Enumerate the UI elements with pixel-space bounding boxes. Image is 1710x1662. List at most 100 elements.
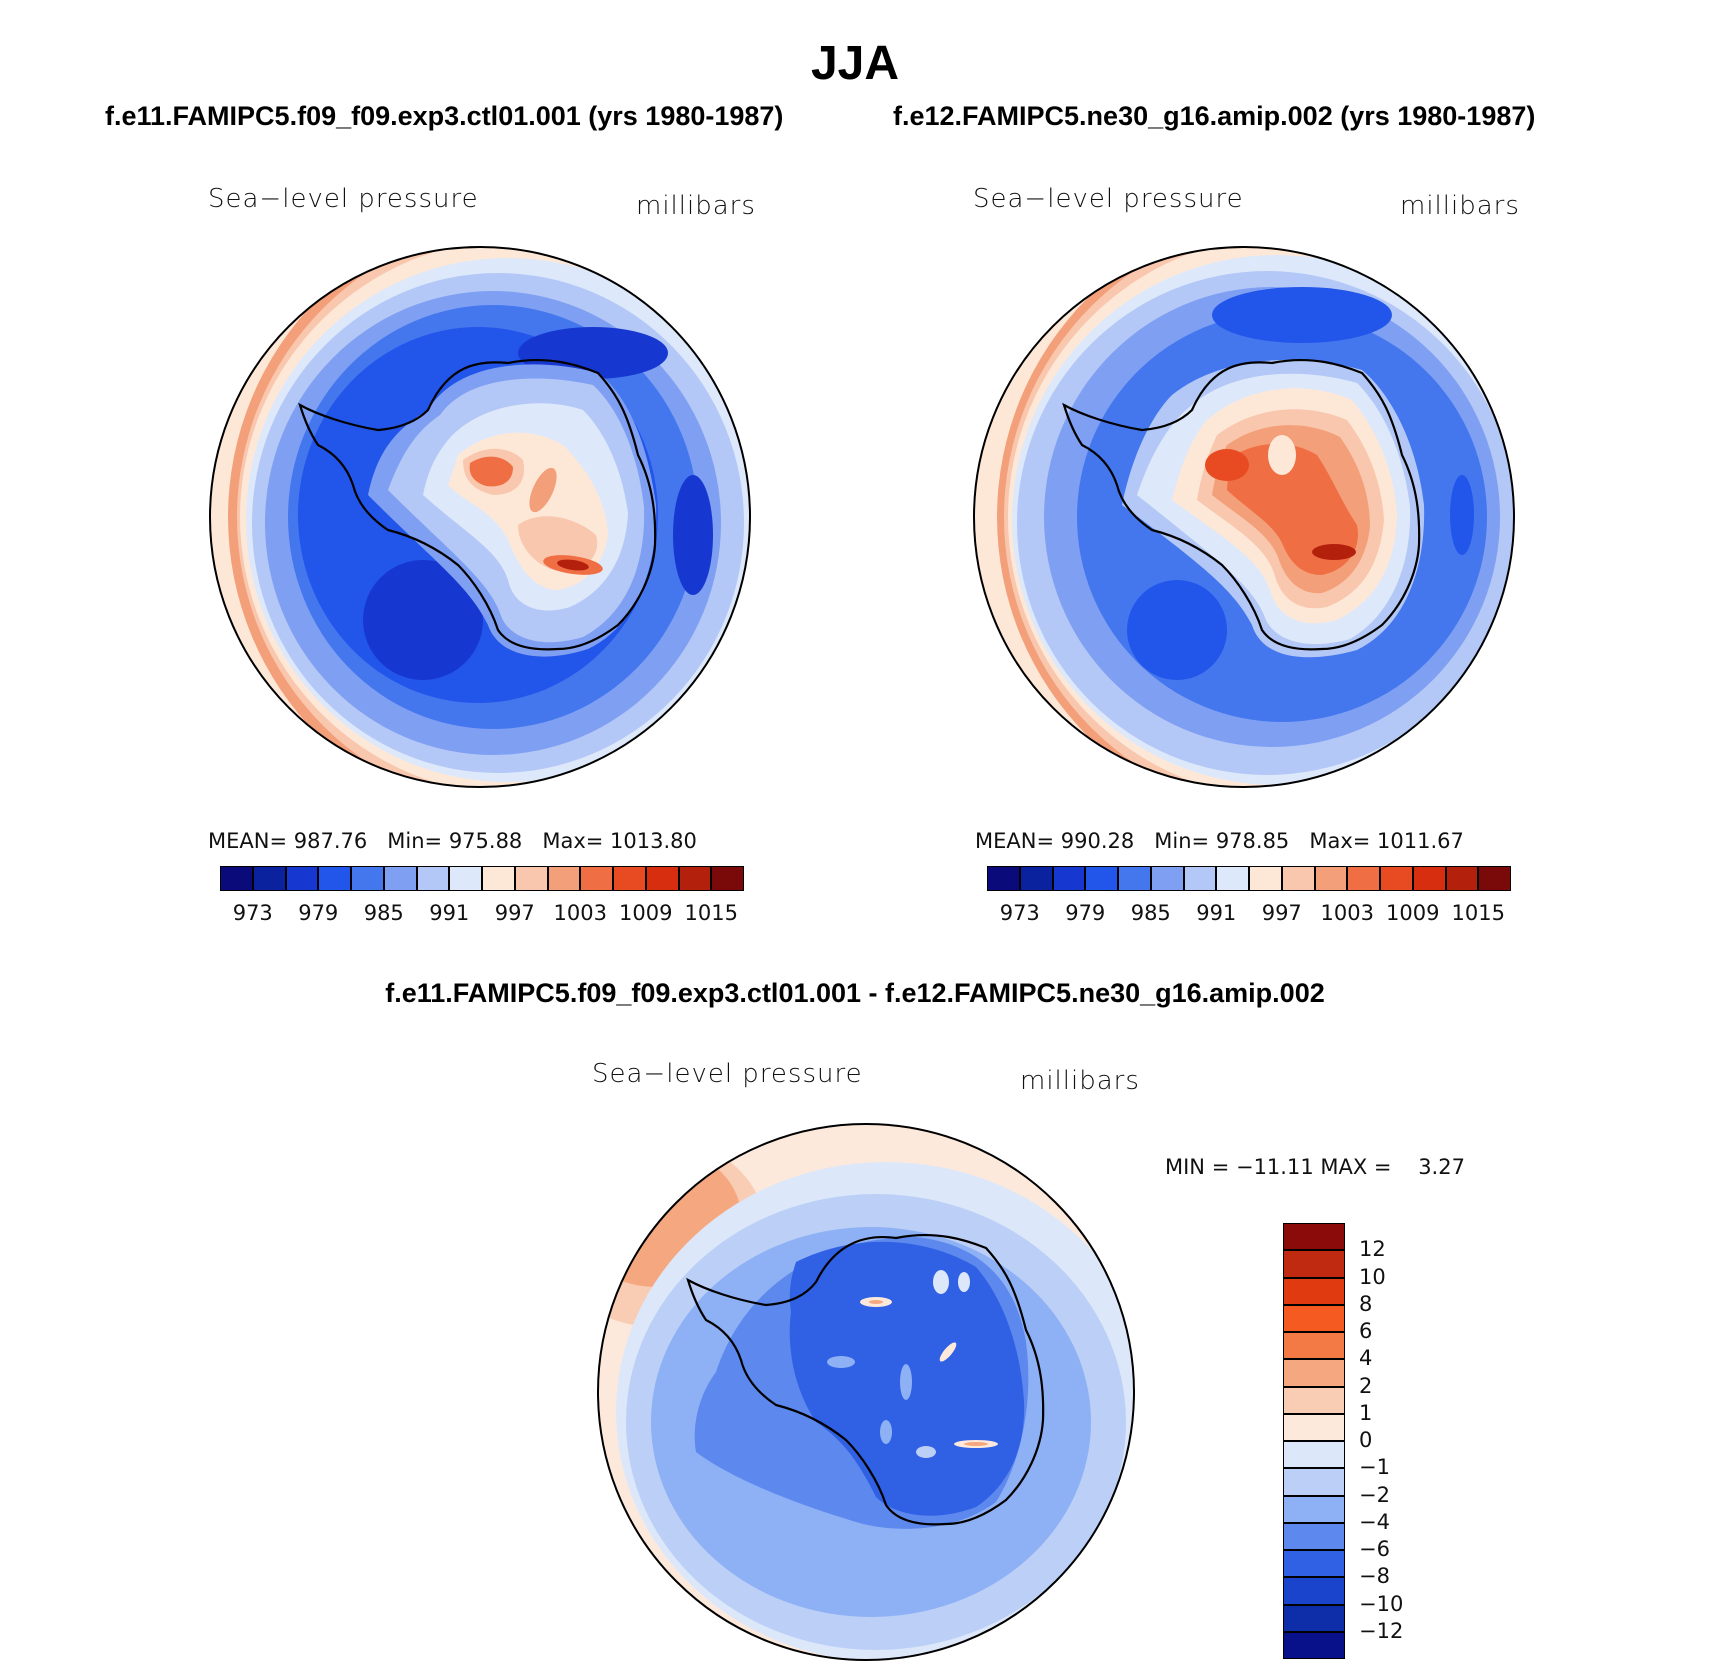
panel-2-colorbar-box — [1019, 866, 1053, 891]
diff-colorbar-tick-label: 8 — [1359, 1291, 1373, 1316]
panel-1-units: millibars — [636, 191, 756, 221]
panel-1-colorbar-tick-label: 985 — [363, 901, 404, 925]
diff-colorbar-tick-label: −6 — [1359, 1537, 1390, 1561]
diff-colorbar-box — [1283, 1386, 1345, 1414]
panel-1-case-title: f.e11.FAMIPC5.f09_f09.exp3.ctl01.001 (yr… — [105, 101, 784, 131]
panel-2-colorbar-box — [1347, 866, 1380, 891]
diff-colorbar-box — [1283, 1304, 1345, 1332]
panel-2-colorbar-box — [1216, 866, 1249, 891]
diff-colorbar-box — [1283, 1604, 1345, 1632]
diff-colorbar-box — [1283, 1550, 1345, 1578]
panel-1-colorbar-tick-label: 1015 — [684, 901, 738, 925]
panel-2-colorbar-tick-label: 991 — [1196, 901, 1237, 925]
panel-2-colorbar-tick-label: 979 — [1065, 901, 1106, 925]
diff-panel-minmax: MIN = −11.11 MAX = 3.27 — [1165, 1155, 1465, 1179]
diff-colorbar-box — [1283, 1223, 1345, 1251]
diff-colorbar-box — [1283, 1413, 1345, 1441]
diff-colorbar-tick-label: −8 — [1359, 1564, 1390, 1589]
panel-1-colorbar-box — [613, 866, 646, 891]
panel-1-variable: Sea−level pressure — [208, 184, 479, 214]
panel-2-mean-value: 990.28 — [1060, 829, 1135, 853]
diff-colorbar-box — [1283, 1277, 1345, 1305]
panel-2-max-label: Max= — [1309, 829, 1371, 853]
diff-colorbar-tick-label: 6 — [1359, 1319, 1373, 1343]
panel-1-colorbar-box — [416, 866, 450, 891]
panel-1-colorbar-tick-label: 1009 — [619, 901, 673, 925]
panel-1-map-border — [209, 246, 751, 788]
diff-panel-title: f.e11.FAMIPC5.f09_f09.exp3.ctl01.001 - f… — [385, 978, 1325, 1008]
panel-2-mean-label: MEAN= — [975, 829, 1055, 853]
panel-1-colorbar-box — [711, 866, 744, 891]
panel-1-colorbar-box — [383, 866, 417, 891]
panel-1-max-value: 1013.80 — [610, 829, 697, 853]
panel-1-colorbar-box — [645, 866, 679, 891]
panel-2-colorbar-box — [1445, 866, 1479, 891]
diff-colorbar-box — [1283, 1495, 1345, 1523]
panel-2-colorbar-box — [1412, 866, 1446, 891]
diff-colorbar-tick-label: −12 — [1359, 1618, 1404, 1643]
panel-2-map — [973, 246, 1515, 788]
panel-2-colorbar-tick-label: 973 — [999, 901, 1040, 925]
panel-2-colorbar-box — [1118, 866, 1151, 891]
diff-panel-units: millibars — [1020, 1066, 1140, 1096]
panel-2-colorbar-box — [1380, 866, 1413, 891]
diff-colorbar-box — [1283, 1468, 1345, 1496]
panel-2-colorbar: 973 979 985 991 997 1003 1009 1015 — [987, 866, 1511, 925]
panel-1-mean-value: 987.76 — [293, 829, 368, 853]
panel-1-colorbar-box — [547, 866, 581, 891]
panel-1-colorbar-box — [678, 866, 712, 891]
panel-1-colorbar-tick-label: 973 — [232, 901, 273, 925]
diff-colorbar-box — [1283, 1577, 1345, 1605]
panel-1-max-label: Max= — [542, 829, 604, 853]
panel-2-colorbar-box — [1052, 866, 1086, 891]
diff-panel-variable: Sea−level pressure — [592, 1059, 863, 1089]
panel-2-map-border — [973, 246, 1515, 788]
panel-2-colorbar-tick-label: 1003 — [1320, 901, 1374, 925]
figure-title: JJA — [810, 37, 900, 90]
panel-1-colorbar-box — [449, 866, 482, 891]
diff-colorbar-box — [1283, 1631, 1345, 1659]
diff-colorbar-tick-label: −4 — [1359, 1509, 1390, 1534]
diff-coastline — [686, 1234, 1045, 1526]
diff-colorbar-tick-label: 10 — [1359, 1264, 1386, 1289]
diff-colorbar-tick-label: −2 — [1359, 1482, 1390, 1507]
panel-2-stats: MEAN= 990.28 Min= 978.85 Max= 1011.67 — [975, 829, 1464, 853]
panel-1-colorbar-box — [580, 866, 613, 891]
panel-2-colorbar-tick-label: 1009 — [1386, 901, 1440, 925]
panel-2-colorbar-box — [1478, 866, 1511, 891]
diff-colorbar-tick-label: 12 — [1359, 1237, 1386, 1262]
panel-2-contours — [974, 247, 1514, 787]
panel-1-colorbar-tick-label: 997 — [494, 901, 535, 925]
panel-2-colorbar-box — [1249, 866, 1282, 891]
panel-1-colorbar-tick-label: 991 — [429, 901, 470, 925]
diff-colorbar-tick-label: 1 — [1359, 1400, 1373, 1425]
panel-1-colorbar-box — [482, 866, 515, 891]
panel-2-min-label: Min= — [1154, 829, 1210, 853]
panel-1-colorbar-box — [285, 866, 319, 891]
panel-1-colorbar-box — [514, 866, 548, 891]
diff-colorbar-box — [1283, 1332, 1345, 1360]
diff-colorbar-tick-label: −10 — [1359, 1591, 1404, 1616]
panel-1-mean-label: MEAN= — [208, 829, 288, 853]
panel-2-colorbar-tick-label: 997 — [1261, 901, 1302, 925]
diff-colorbar-box — [1283, 1250, 1345, 1278]
panel-2-colorbar-box — [1085, 866, 1118, 891]
panel-1-stats: MEAN= 987.76 Min= 975.88 Max= 1013.80 — [208, 829, 697, 853]
diff-colorbar: 12 10 8 6 4 2 1 0 −1 −2 −4 −6 −8 −10 −12 — [1283, 1223, 1403, 1659]
panel-1-colorbar-tick-label: 979 — [298, 901, 339, 925]
diff-map — [597, 1123, 1135, 1661]
panel-2-colorbar-box — [1183, 866, 1217, 891]
panel-2-colorbar-box — [1150, 866, 1184, 891]
panel-1-colorbar-box — [220, 866, 253, 891]
panel-1-contours — [210, 247, 750, 787]
panel-2-colorbar-box — [1314, 866, 1348, 891]
diff-colorbar-tick-label: 0 — [1359, 1428, 1373, 1452]
panel-2-case-title: f.e12.FAMIPC5.ne30_g16.amip.002 (yrs 198… — [893, 101, 1536, 131]
diff-contours — [598, 1124, 1134, 1660]
diff-colorbar-box — [1283, 1359, 1345, 1387]
panel-2-colorbar-tick-label: 985 — [1130, 901, 1171, 925]
diff-colorbar-box — [1283, 1522, 1345, 1550]
panel-1-colorbar-box — [252, 866, 286, 891]
diff-colorbar-tick-label: 2 — [1359, 1373, 1373, 1398]
panel-2-colorbar-box — [1281, 866, 1315, 891]
